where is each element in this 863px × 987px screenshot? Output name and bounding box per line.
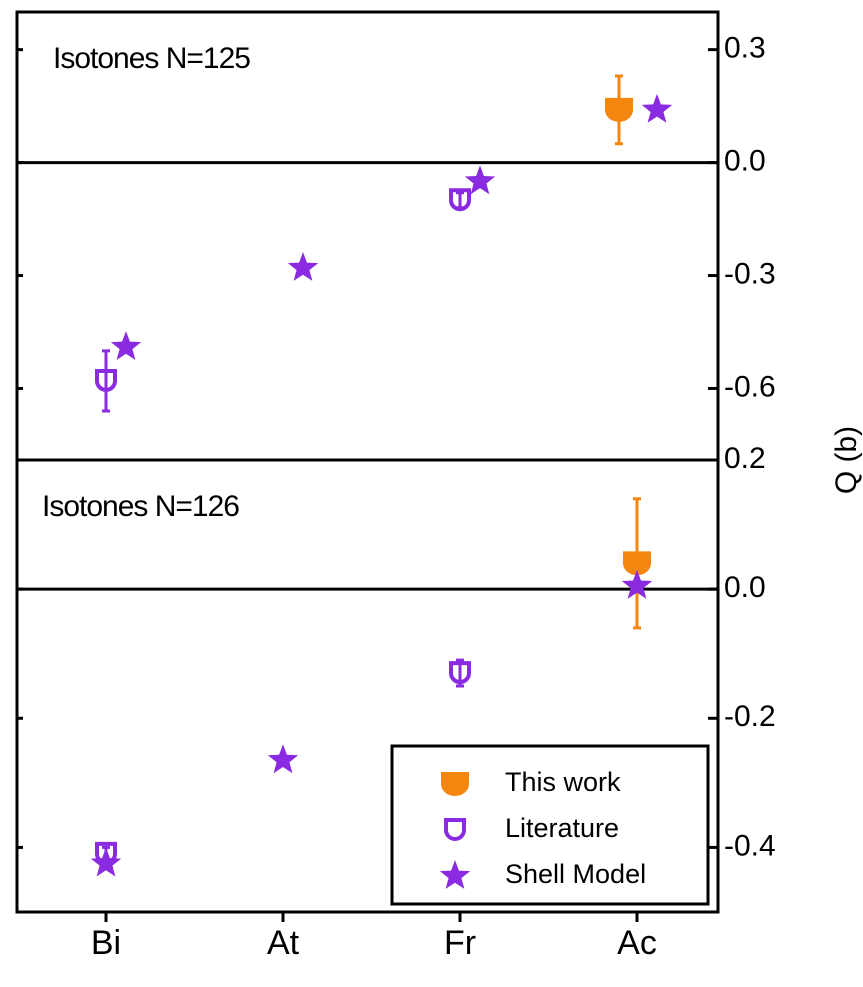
x-tick-label: Ac (617, 924, 657, 962)
panel-annotation: Isotones N=125 (53, 42, 250, 75)
marker-literature (95, 368, 117, 392)
marker-shell-model (287, 252, 319, 281)
marker-shell-model (267, 744, 299, 774)
x-tick-label: At (267, 924, 300, 962)
plot-frame (15, 458, 720, 914)
legend-label: This work (505, 767, 621, 797)
y-tick-label: -0.3 (724, 257, 776, 290)
marker-literature (449, 188, 471, 212)
marker-this-work (605, 97, 633, 122)
y-tick-label: 0.2 (724, 442, 766, 475)
y-tick-label: -0.6 (724, 370, 776, 403)
legend-label: Shell Model (505, 859, 646, 889)
y-tick-label: -0.2 (724, 700, 776, 733)
y-tick-label: 0.0 (724, 145, 766, 178)
marker-shell-model (641, 93, 673, 123)
legend-label: Literature (505, 813, 619, 843)
x-tick-label: Fr (444, 924, 476, 962)
marker-this-work (623, 551, 651, 576)
y-tick-label: 0.3 (724, 32, 766, 65)
marker-shell-model (621, 569, 653, 599)
y-tick-label: 0.0 (724, 571, 766, 604)
marker-shell-model (439, 860, 471, 889)
plot-frame (15, 10, 720, 462)
marker-this-work (441, 772, 469, 796)
error-bar (456, 191, 464, 210)
error-bar (102, 349, 110, 413)
marker-shell-model (90, 847, 122, 877)
x-tick-label: Bi (91, 924, 121, 962)
marker-literature (449, 661, 471, 685)
y-tick-label: -0.4 (724, 829, 776, 862)
legend: This work Literature Shell Model (390, 744, 710, 906)
marker-shell-model (464, 165, 496, 195)
y-axis-label: Q (b) (830, 426, 863, 494)
panel-annotation: Isotones N=126 (42, 490, 239, 523)
marker-literature (444, 818, 466, 841)
marker-shell-model (110, 331, 142, 360)
